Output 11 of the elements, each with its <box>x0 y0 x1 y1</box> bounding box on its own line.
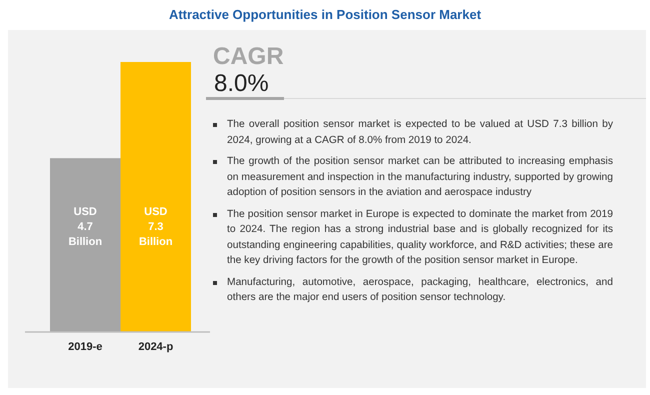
text: CAGR <box>213 43 284 70</box>
text: The position sensor market in Europe is expected to dominate the market from 2019 to 2024. The region has a strong industrial base and is globally recognized for its outstanding engineering capabilities, quality workforce, and R&D activities; these are the key driving factors for the growth of the position sensor market in Europe. <box>227 208 613 266</box>
x-tick-label: 2019-e <box>68 341 102 353</box>
text: Manufacturing, automotive, aerospace, packaging, healthcare, electronics, and others are the major end users of position sensor technology. <box>227 276 613 303</box>
text: 8.0% <box>214 70 269 97</box>
text: The growth of the position sensor market can be attributed to increasing emphasis on measurement and inspection in the manufacturing industry, supported by growing adoption of position sensors in the aviation and aerospace industry <box>227 156 613 198</box>
text: The overall position sensor market is expected to be valued at USD 7.3 billion by 2024, growing at a CAGR of 8.0% from 2019 to 2024. <box>227 119 613 146</box>
data-label: USD 4.7 Billion <box>68 206 102 248</box>
x-tick-label: 2024-p <box>138 341 174 353</box>
text: Attractive Opportunities in Position Sensor Market <box>168 7 482 22</box>
data-label: USD 7.3 Billion <box>138 206 173 248</box>
